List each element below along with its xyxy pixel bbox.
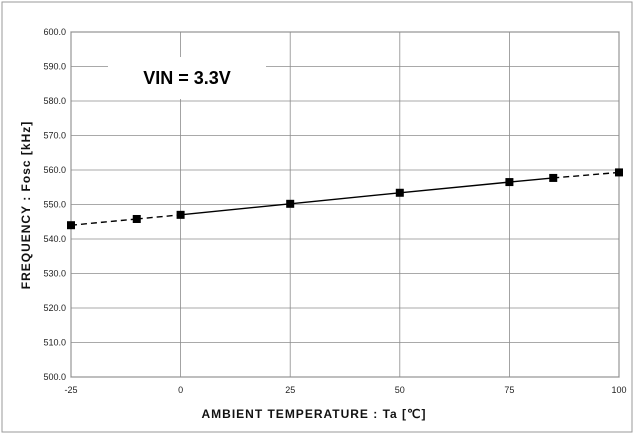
y-tick-label: 590.0 — [43, 62, 66, 72]
x-tick-labels: -25 0 25 50 75 100 — [64, 385, 626, 395]
y-tick-label: 520.0 — [43, 303, 66, 313]
y-tick-label: 580.0 — [43, 96, 66, 106]
y-tick-label: 560.0 — [43, 165, 66, 175]
y-tick-labels: 500.0 510.0 520.0 530.0 540.0 550.0 560.0 570.0… — [43, 27, 66, 382]
grid-lines — [70, 31, 620, 378]
series-markers — [67, 168, 623, 230]
y-tick-label: 540.0 — [43, 234, 66, 244]
series-line-segment-solid — [180, 203, 291, 216]
series-line-segment-dashed — [70, 218, 137, 226]
annotation-box — [108, 57, 266, 99]
x-tick-label: 50 — [395, 385, 405, 395]
y-tick-label: 500.0 — [43, 372, 66, 382]
data-point-marker — [549, 173, 558, 182]
y-tick-label: 550.0 — [43, 200, 66, 210]
data-point-marker — [286, 199, 295, 208]
series-line-segment-solid — [509, 177, 554, 183]
y-tick-label: 600.0 — [43, 27, 66, 37]
x-tick-label: 0 — [178, 385, 183, 395]
data-point-marker — [395, 188, 404, 197]
x-axis-title: AMBIENT TEMPERATURE : Ta [℃] — [201, 407, 426, 421]
series-lines — [70, 171, 620, 226]
series-line-segment-solid — [399, 181, 510, 194]
y-tick-label: 570.0 — [43, 131, 66, 141]
data-point-marker — [505, 178, 514, 187]
x-tick-label: 100 — [611, 385, 626, 395]
x-tick-label: -25 — [64, 385, 77, 395]
annotation-label: VIN = 3.3V — [143, 68, 231, 88]
data-point-marker — [132, 214, 141, 223]
data-point-marker — [176, 210, 185, 219]
series-line-segment-solid — [290, 192, 400, 205]
y-tick-label: 510.0 — [43, 338, 66, 348]
series-line-segment-dashed — [136, 214, 181, 220]
series-line-segment-dashed — [553, 171, 620, 179]
x-tick-label: 25 — [285, 385, 295, 395]
data-point-marker — [615, 168, 623, 177]
data-point-marker — [67, 221, 75, 230]
y-axis-title: FREQUENCY : Fosc [kHz] — [19, 121, 33, 289]
y-tick-label: 530.0 — [43, 269, 66, 279]
x-tick-label: 75 — [504, 385, 514, 395]
